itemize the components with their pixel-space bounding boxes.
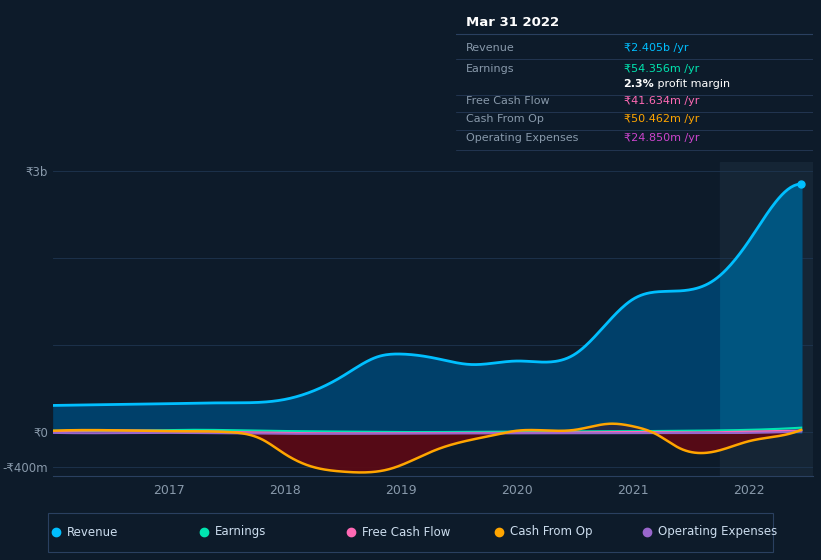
Bar xyxy=(720,162,813,476)
Text: Free Cash Flow: Free Cash Flow xyxy=(466,96,550,106)
Text: Free Cash Flow: Free Cash Flow xyxy=(363,525,451,539)
Text: Earnings: Earnings xyxy=(215,525,266,539)
Text: Revenue: Revenue xyxy=(67,525,118,539)
Text: Operating Expenses: Operating Expenses xyxy=(466,133,579,143)
Text: Cash From Op: Cash From Op xyxy=(466,114,544,124)
Text: 2.3%: 2.3% xyxy=(623,79,654,89)
Text: ₹24.850m /yr: ₹24.850m /yr xyxy=(623,133,699,143)
Text: profit margin: profit margin xyxy=(654,79,730,89)
Text: Cash From Op: Cash From Op xyxy=(511,525,593,539)
Text: Earnings: Earnings xyxy=(466,64,515,74)
Text: ₹50.462m /yr: ₹50.462m /yr xyxy=(623,114,699,124)
Text: ₹54.356m /yr: ₹54.356m /yr xyxy=(623,64,699,74)
Text: ₹41.634m /yr: ₹41.634m /yr xyxy=(623,96,699,106)
Text: Operating Expenses: Operating Expenses xyxy=(658,525,777,539)
Text: Mar 31 2022: Mar 31 2022 xyxy=(466,16,559,29)
Text: Revenue: Revenue xyxy=(466,43,515,53)
Text: ₹2.405b /yr: ₹2.405b /yr xyxy=(623,43,688,53)
